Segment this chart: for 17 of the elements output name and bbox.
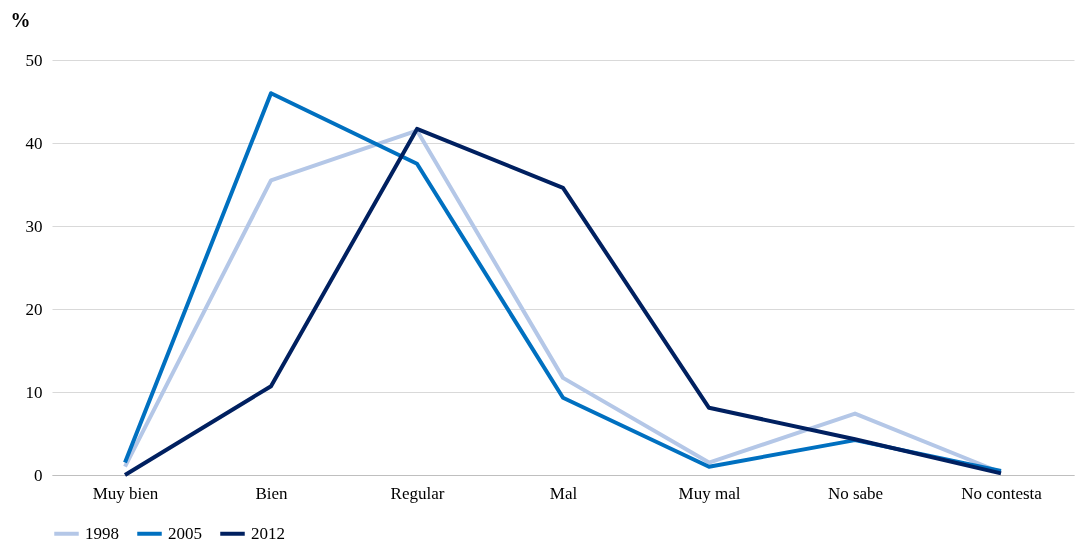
x-tick-label: Muy bien	[92, 483, 159, 503]
y-tick-label: 30	[25, 216, 43, 236]
y-tick-label: 0	[34, 465, 43, 485]
y-tick-label: 40	[25, 133, 43, 153]
x-tick-label: Regular	[390, 483, 445, 503]
legend-label: 2005	[168, 523, 202, 543]
x-tick-label: Mal	[549, 483, 578, 503]
x-tick-label: Muy mal	[678, 483, 741, 503]
legend-label: 2012	[251, 523, 285, 543]
x-tick-label: No contesta	[961, 483, 1043, 503]
y-axis-title: %	[10, 8, 31, 31]
y-tick-label: 20	[25, 299, 43, 319]
x-tick-label: No sabe	[827, 483, 884, 503]
x-tick-label: Bien	[255, 483, 289, 503]
y-tick-label: 10	[25, 382, 43, 402]
legend-label: 1998	[85, 523, 119, 543]
y-tick-label: 50	[25, 50, 43, 70]
